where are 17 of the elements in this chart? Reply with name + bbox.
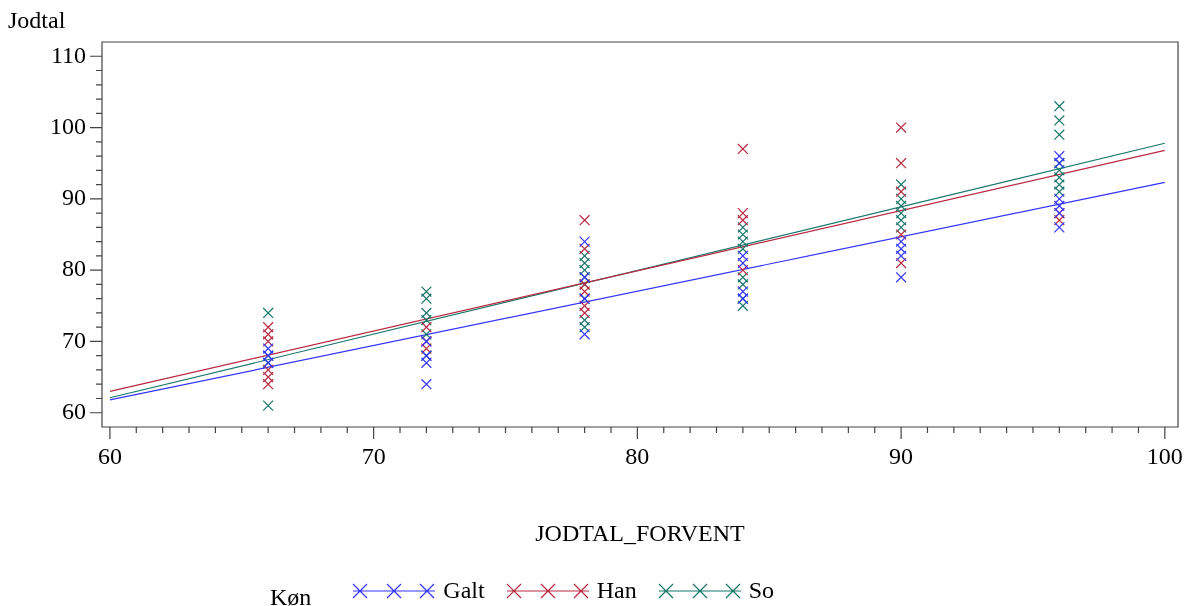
y-axis-title: Jodtal	[8, 7, 66, 34]
legend-title: Køn	[270, 584, 312, 606]
y-tick-label: 100	[50, 112, 86, 139]
y-tick-label: 70	[62, 326, 86, 353]
x-tick-label: 70	[361, 442, 386, 469]
y-tick-label: 60	[62, 398, 86, 425]
y-tick-label: 80	[62, 255, 86, 282]
legend-label: Galt	[443, 577, 485, 604]
x-tick-label: 80	[625, 442, 650, 469]
x-tick-label: 90	[889, 442, 914, 469]
y-tick-label: 90	[62, 184, 86, 211]
x-tick-label: 100	[1146, 442, 1183, 469]
y-tick-label: 110	[50, 41, 86, 68]
legend-label: So	[748, 577, 775, 604]
legend-label: Han	[596, 577, 637, 604]
x-tick-label: 60	[97, 442, 122, 469]
x-axis-title: JODTAL_FORVENT	[535, 520, 746, 547]
